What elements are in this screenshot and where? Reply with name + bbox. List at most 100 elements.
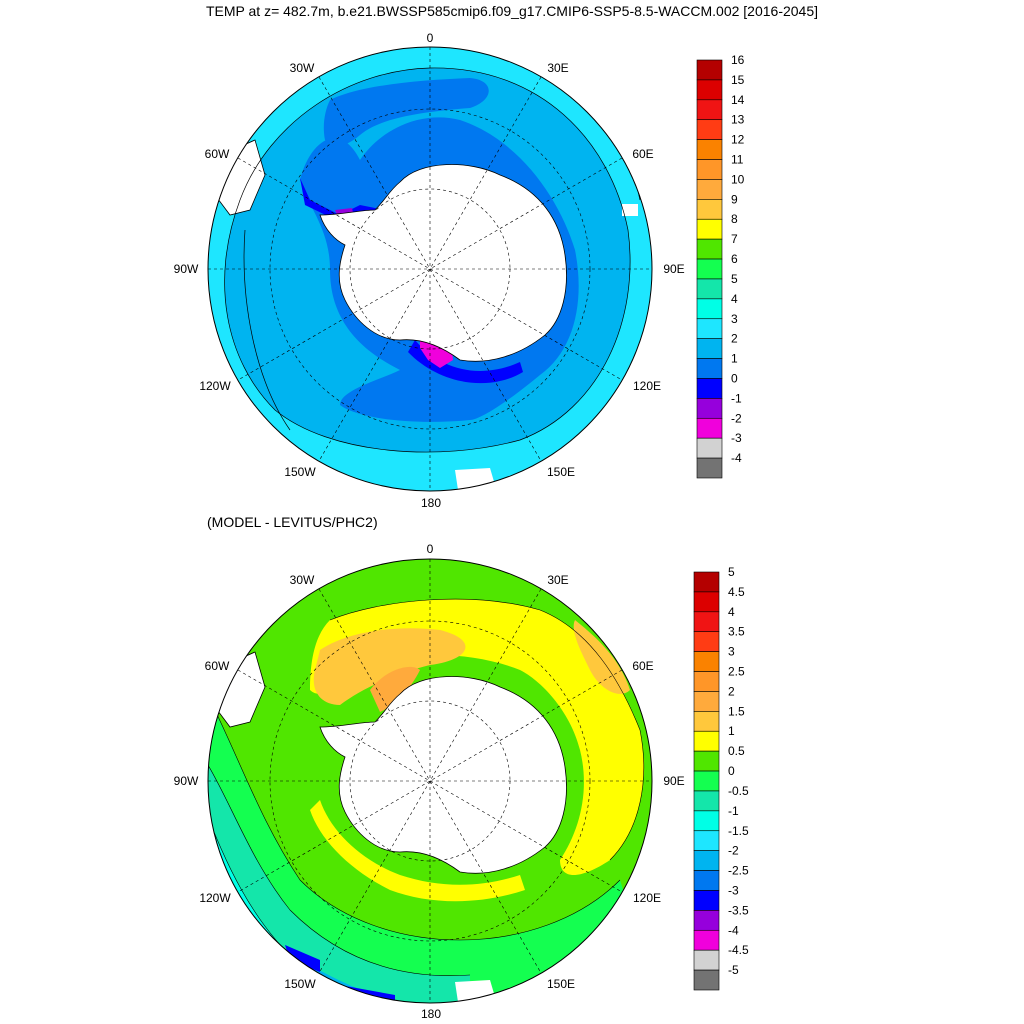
top-colorbar-label: -2 [731, 411, 742, 425]
bottom-colorbar-swatch [693, 611, 720, 633]
bottom-lon-label: 150W [284, 977, 316, 991]
bottom-colorbar-swatch [693, 949, 720, 971]
top-island [622, 204, 638, 216]
top-colorbar-swatch [696, 457, 723, 479]
bottom-colorbar-label: 1 [728, 724, 735, 738]
bottom-colorbar-label: 1.5 [728, 704, 745, 718]
bottom-colorbar-label: 4 [728, 605, 735, 619]
top-lon-label: 90W [174, 262, 199, 276]
bottom-field-2.5-3 [370, 666, 420, 712]
bottom-lon-label: 30W [290, 573, 315, 587]
top-colorbar-label: 6 [731, 252, 738, 266]
bottom-colorbar-swatch [693, 631, 720, 652]
top-lon-label: 60W [205, 147, 230, 161]
bottom-colorbar-label: 3 [728, 645, 735, 659]
bottom-colorbar-label: -1.5 [728, 824, 749, 838]
bottom-field-1-1.5 [310, 599, 644, 875]
bottom-colorbar-swatch [693, 850, 720, 871]
bottom-colorbar: 5 4.5 4 3.5 3 2.5 2 1.5 1 0.5 0 -0.5 -1 -1.5 -2 -2.5 -3 -… [693, 565, 749, 991]
top-colorbar-label: 12 [731, 133, 745, 147]
top-colorbar-swatch [696, 218, 723, 240]
bottom-colorbar-label: 2.5 [728, 665, 745, 679]
top-colorbar-label: 5 [731, 272, 738, 286]
bottom-colorbar-label: -3 [728, 883, 739, 897]
top-lon-label: 150W [284, 465, 316, 479]
top-colorbar-label: -4 [731, 451, 742, 465]
bottom-colorbar-label: -2 [728, 844, 739, 858]
bottom-colorbar-label: -2.5 [728, 864, 749, 878]
bottom-colorbar-swatch [693, 591, 720, 613]
top-field-1-2-north [323, 78, 489, 147]
top-colorbar-label: 14 [731, 93, 745, 107]
top-colorbar-label: 10 [731, 172, 745, 186]
bottom-colorbar-label: -4 [728, 923, 739, 937]
top-colorbar-swatch [696, 159, 723, 180]
top-colorbar-swatch [696, 99, 723, 121]
top-colorbar-label: 15 [731, 73, 745, 87]
top-colorbar-label: 1 [731, 352, 738, 366]
bottom-colorbar-label: -5 [728, 963, 739, 977]
top-colorbar-label: 9 [731, 192, 738, 206]
top-colorbar-swatch [696, 378, 723, 399]
top-map-border [207, 46, 653, 492]
top-colorbar-swatch [696, 139, 723, 160]
top-colorbar-label: 3 [731, 312, 738, 326]
top-colorbar-swatch [696, 258, 723, 280]
top-lon-label: 60E [632, 147, 653, 161]
difference-plot-subtitle: (MODEL - LEVITUS/PHC2) [207, 514, 378, 530]
bottom-colorbar-label: -4.5 [728, 943, 749, 957]
top-colorbar-label: 0 [731, 371, 738, 385]
bottom-colorbar-swatch [693, 929, 720, 951]
bottom-colorbar-label: 0.5 [728, 744, 745, 758]
top-colorbar-swatch [696, 119, 723, 140]
top-colorbar-swatch [696, 398, 723, 419]
bottom-colorbar-swatch [693, 790, 720, 812]
top-colorbar-label: -3 [731, 431, 742, 445]
bottom-lon-label: 0 [427, 542, 434, 556]
bottom-colorbar-label: 2 [728, 684, 735, 698]
bottom-graticule [208, 559, 652, 1003]
top-lon-label: 120E [633, 379, 661, 393]
top-polar-map: 0 30E 60E 90E 120E 150E 180 150W 120W 90… [174, 31, 685, 510]
top-colorbar-swatch [696, 417, 723, 439]
bottom-lon-label: 120E [633, 891, 661, 905]
bottom-colorbar-swatch [693, 571, 720, 593]
bottom-lon-label: 180 [421, 1007, 441, 1021]
bottom-colorbar-label: -1 [728, 804, 739, 818]
bottom-polar-map: 0 30E 60E 90E 120E 150E 180 150W 120W 90… [174, 542, 685, 1021]
bottom-colorbar-swatch [693, 711, 720, 732]
top-colorbar-label: 2 [731, 332, 738, 346]
top-colorbar-swatch [696, 338, 723, 359]
top-colorbar-swatch [696, 318, 723, 339]
bottom-colorbar-swatch [693, 691, 720, 712]
bottom-colorbar-swatch [693, 969, 720, 991]
bottom-colorbar-swatch [693, 770, 720, 792]
bottom-colorbar-label: 3.5 [728, 625, 745, 639]
bottom-lon-label: 60E [632, 659, 653, 673]
top-lon-label: 180 [421, 496, 441, 510]
top-lon-label: 120W [199, 379, 231, 393]
top-lon-label: 150E [547, 465, 575, 479]
bottom-colorbar-swatch [693, 651, 720, 672]
bottom-lon-label: 60W [205, 659, 230, 673]
bottom-field-1-1.5-ring [310, 800, 525, 902]
top-colorbar-swatch [696, 278, 723, 300]
top-colorbar-swatch [696, 179, 723, 200]
bottom-lon-label: 90W [174, 774, 199, 788]
bottom-colorbar-swatch [693, 870, 720, 891]
bottom-lon-label: 30E [547, 573, 568, 587]
bottom-colorbar-label: -3.5 [728, 903, 749, 917]
bottom-colorbar-swatch [693, 830, 720, 851]
top-colorbar-swatch [696, 199, 723, 220]
bottom-colorbar-swatch [693, 890, 720, 911]
top-lon-label: 90E [663, 262, 684, 276]
top-colorbar-label: 11 [731, 153, 744, 167]
top-graticule [208, 47, 652, 491]
bottom-colorbar-label: 5 [728, 565, 735, 579]
bottom-colorbar-swatch [693, 730, 720, 752]
top-colorbar-swatch [696, 437, 723, 459]
bottom-colorbar-label: -0.5 [728, 784, 749, 798]
bottom-colorbar-swatch [693, 671, 720, 692]
